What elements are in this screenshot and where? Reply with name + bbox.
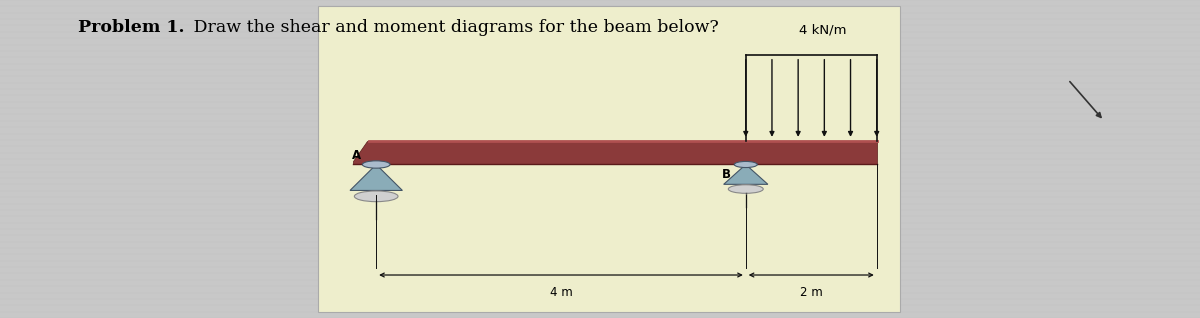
Circle shape xyxy=(734,162,757,168)
Text: B: B xyxy=(722,168,731,181)
Text: A: A xyxy=(352,149,360,162)
Text: 2 m: 2 m xyxy=(800,286,823,299)
Ellipse shape xyxy=(728,185,763,193)
Text: 4 m: 4 m xyxy=(550,286,572,299)
Text: 4 kN/m: 4 kN/m xyxy=(799,23,847,36)
Polygon shape xyxy=(353,141,877,164)
Text: Draw the shear and moment diagrams for the beam below?: Draw the shear and moment diagrams for t… xyxy=(188,19,719,36)
Circle shape xyxy=(362,161,390,168)
Polygon shape xyxy=(350,164,402,190)
FancyBboxPatch shape xyxy=(318,6,900,312)
Text: Problem 1.: Problem 1. xyxy=(78,19,185,36)
Ellipse shape xyxy=(354,191,398,202)
Polygon shape xyxy=(724,164,768,184)
